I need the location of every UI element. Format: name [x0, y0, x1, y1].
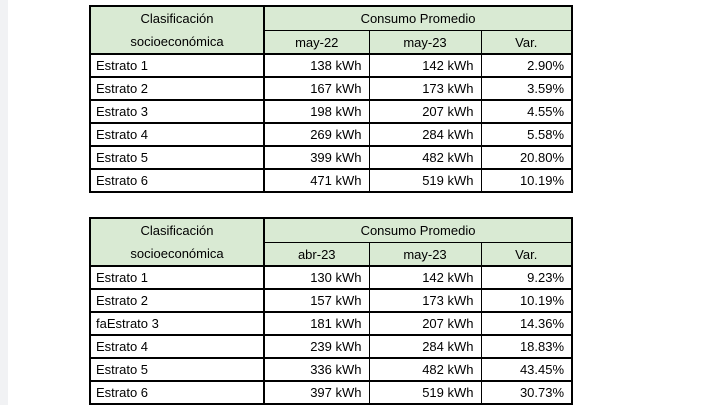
cell-stratum-label: Estrato 4 [89, 122, 265, 147]
cell-value: 173 kWh [368, 76, 482, 101]
cell-value: 130 kWh [263, 265, 370, 290]
cell-value: 9.23% [480, 265, 573, 290]
table-row: Estrato 1 130 kWh 142 kWh 9.23% [89, 265, 573, 290]
cell-value: 4.55% [480, 99, 573, 124]
table-row: Estrato 1 138 kWh 142 kWh 2.90% [89, 53, 573, 78]
column-header-period1: abr-23 [263, 242, 370, 267]
cell-value: 181 kWh [263, 311, 370, 336]
cell-value: 284 kWh [368, 122, 482, 147]
cell-value: 20.80% [480, 145, 573, 170]
cell-value: 207 kWh [368, 311, 482, 336]
cell-value: 142 kWh [368, 265, 482, 290]
classification-header-cell: Clasificación socioeconómica [89, 5, 265, 55]
table-row: Estrato 5 399 kWh 482 kWh 20.80% [89, 145, 573, 170]
cell-value: 207 kWh [368, 99, 482, 124]
cell-value: 336 kWh [263, 357, 370, 382]
group-header-consumo-promedio: Consumo Promedio [263, 217, 573, 243]
cell-value: 10.19% [480, 288, 573, 313]
cell-value: 157 kWh [263, 288, 370, 313]
classification-header-line2: socioeconómica [130, 34, 224, 49]
column-header-period1: may-22 [263, 30, 370, 55]
column-header-period2: may-23 [368, 30, 482, 55]
cell-value: 167 kWh [263, 76, 370, 101]
cell-stratum-label: Estrato 1 [89, 53, 265, 78]
table-row: Estrato 6 397 kWh 519 kWh 30.73% [89, 380, 573, 405]
consumption-table-abr23-vs-may23: Clasificación socioeconómica Consumo Pro… [89, 217, 574, 405]
table-body: Estrato 1 130 kWh 142 kWh 9.23% Estrato 2 157… [89, 265, 573, 405]
cell-stratum-label: Estrato 2 [89, 76, 265, 101]
cell-stratum-label: Estrato 5 [89, 357, 265, 382]
table-row: Estrato 4 269 kWh 284 kWh 5.58% [89, 122, 573, 147]
classification-header-line1: Clasificación [140, 223, 214, 238]
cell-value: 239 kWh [263, 334, 370, 359]
cell-value: 138 kWh [263, 53, 370, 78]
classification-header-line2: socioeconómica [130, 246, 224, 261]
cell-stratum-label: Estrato 2 [89, 288, 265, 313]
cell-value: 482 kWh [368, 145, 482, 170]
table-body: Estrato 1 138 kWh 142 kWh 2.90% Estrato 2 167… [89, 53, 573, 193]
cell-value: 3.59% [480, 76, 573, 101]
classification-header-cell: Clasificación socioeconómica [89, 217, 265, 267]
table-row: Estrato 3 198 kWh 207 kWh 4.55% [89, 99, 573, 124]
cell-value: 269 kWh [263, 122, 370, 147]
cell-stratum-label: Estrato 5 [89, 145, 265, 170]
group-header-consumo-promedio: Consumo Promedio [263, 5, 573, 31]
cell-value: 284 kWh [368, 334, 482, 359]
cell-value: 399 kWh [263, 145, 370, 170]
cell-value: 14.36% [480, 311, 573, 336]
cell-stratum-label: Estrato 3 [89, 99, 265, 124]
cell-value: 397 kWh [263, 380, 370, 405]
cell-stratum-label: faEstrato 3 [89, 311, 265, 336]
cell-value: 10.19% [480, 168, 573, 193]
table-row: Estrato 4 239 kWh 284 kWh 18.83% [89, 334, 573, 359]
cell-stratum-label: Estrato 6 [89, 380, 265, 405]
table-row: Estrato 5 336 kWh 482 kWh 43.45% [89, 357, 573, 382]
column-header-period2: may-23 [368, 242, 482, 267]
table-row: Estrato 2 167 kWh 173 kWh 3.59% [89, 76, 573, 101]
cell-value: 2.90% [480, 53, 573, 78]
classification-header-line1: Clasificación [140, 11, 214, 26]
cell-value: 18.83% [480, 334, 573, 359]
cell-value: 198 kWh [263, 99, 370, 124]
cell-value: 471 kWh [263, 168, 370, 193]
cell-value: 30.73% [480, 380, 573, 405]
cell-value: 519 kWh [368, 380, 482, 405]
column-header-variation: Var. [480, 242, 573, 267]
cell-stratum-label: Estrato 1 [89, 265, 265, 290]
column-header-variation: Var. [480, 30, 573, 55]
table-row: Estrato 2 157 kWh 173 kWh 10.19% [89, 288, 573, 313]
cell-stratum-label: Estrato 4 [89, 334, 265, 359]
cell-value: 519 kWh [368, 168, 482, 193]
cell-stratum-label: Estrato 6 [89, 168, 265, 193]
consumption-table-may22-vs-may23: Clasificación socioeconómica Consumo Pro… [89, 5, 574, 193]
cell-value: 142 kWh [368, 53, 482, 78]
table-row: Estrato 6 471 kWh 519 kWh 10.19% [89, 168, 573, 193]
cell-value: 482 kWh [368, 357, 482, 382]
cell-value: 5.58% [480, 122, 573, 147]
tables-area: Clasificación socioeconómica Consumo Pro… [89, 5, 574, 405]
table-row: faEstrato 3 181 kWh 207 kWh 14.36% [89, 311, 573, 336]
cell-value: 43.45% [480, 357, 573, 382]
cell-value: 173 kWh [368, 288, 482, 313]
left-edge-strip [0, 0, 8, 405]
